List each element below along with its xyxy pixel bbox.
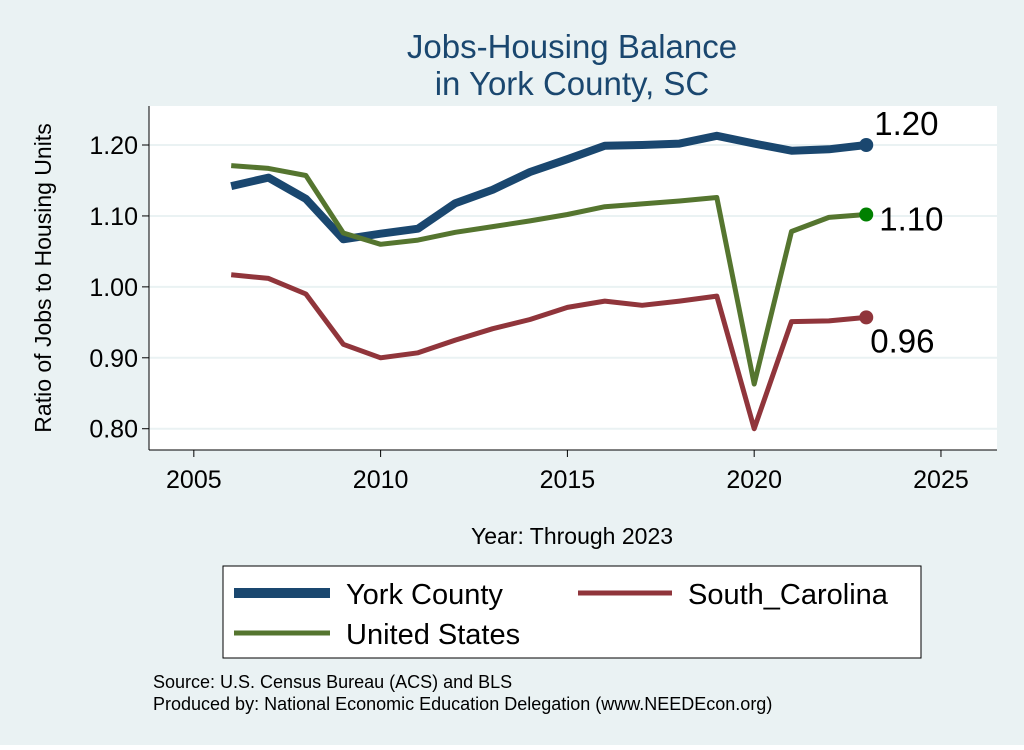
y-axis-title: Ratio of Jobs to Housing Units	[30, 123, 56, 432]
end-marker-south-carolina	[859, 310, 874, 325]
x-tick-label: 2025	[913, 466, 969, 494]
end-value-label-united-states: 1.10	[879, 201, 943, 238]
x-tick-label: 2005	[166, 466, 222, 494]
chart-title-line-2: in York County, SC	[435, 65, 710, 102]
y-tick-label: 1.10	[89, 203, 138, 231]
y-tick-label: 0.90	[89, 345, 138, 373]
producer-note: Produced by: National Economic Education…	[153, 694, 772, 714]
end-value-label-south-carolina: 0.96	[870, 322, 934, 359]
x-tick-label: 2020	[726, 466, 782, 494]
y-axis-ticks: 0.80 0.90 1.00 1.10 1.20	[89, 132, 149, 444]
y-tick-label: 1.00	[89, 274, 138, 302]
series-line-south-carolina	[230, 272, 867, 432]
legend-label-south-carolina: South_Carolina	[688, 579, 889, 611]
legend-box	[222, 565, 922, 659]
x-tick-label: 2015	[540, 466, 596, 494]
chart-title-line-1: Jobs-Housing Balance	[407, 28, 737, 65]
legend-label-united-states: United States	[346, 619, 520, 651]
series-lines	[230, 131, 867, 432]
end-marker-york-county	[859, 138, 874, 153]
plot-area	[149, 106, 997, 450]
legend-label-york-county: York County	[346, 579, 503, 611]
x-axis-title: Year: Through 2023	[471, 523, 673, 549]
y-tick-label: 1.20	[89, 132, 138, 160]
end-value-label-york-county: 1.20	[874, 105, 938, 142]
series-line-united-states	[231, 163, 867, 387]
y-tick-label: 0.80	[89, 416, 138, 444]
source-note: Source: U.S. Census Bureau (ACS) and BLS	[153, 672, 512, 692]
end-marker-united-states	[859, 207, 874, 222]
series-line-york-county	[230, 131, 867, 244]
end-markers: 1.20 0.96 1.10	[859, 105, 943, 359]
x-tick-label: 2010	[353, 466, 409, 494]
x-axis-ticks: 2005 2010 2015 2020 2025	[166, 450, 969, 494]
legend: York County South_Carolina United States	[222, 565, 922, 659]
